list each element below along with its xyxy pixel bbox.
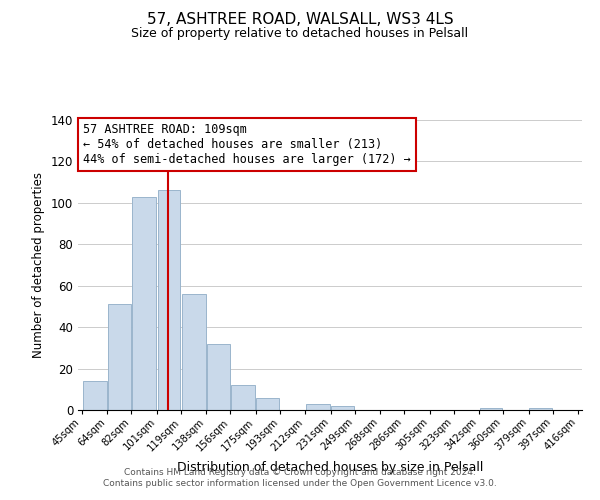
Bar (529, 408, 552, 410)
Bar (256, 398, 279, 410)
Bar (83, 381, 107, 410)
Y-axis label: Number of detached properties: Number of detached properties (32, 172, 45, 358)
Bar (182, 294, 206, 410)
X-axis label: Distribution of detached houses by size in Pelsall: Distribution of detached houses by size … (177, 461, 483, 474)
Bar (480, 408, 502, 410)
Bar (306, 404, 330, 410)
Bar (158, 190, 180, 410)
Bar (207, 344, 230, 410)
Bar (331, 406, 354, 410)
Text: Size of property relative to detached houses in Pelsall: Size of property relative to detached ho… (131, 28, 469, 40)
Text: 57, ASHTREE ROAD, WALSALL, WS3 4LS: 57, ASHTREE ROAD, WALSALL, WS3 4LS (146, 12, 454, 28)
Bar (231, 385, 255, 410)
Bar (108, 304, 131, 410)
Bar (132, 196, 156, 410)
Text: Contains HM Land Registry data © Crown copyright and database right 2024.
Contai: Contains HM Land Registry data © Crown c… (103, 468, 497, 487)
Text: 57 ASHTREE ROAD: 109sqm
← 54% of detached houses are smaller (213)
44% of semi-d: 57 ASHTREE ROAD: 109sqm ← 54% of detache… (83, 123, 411, 166)
